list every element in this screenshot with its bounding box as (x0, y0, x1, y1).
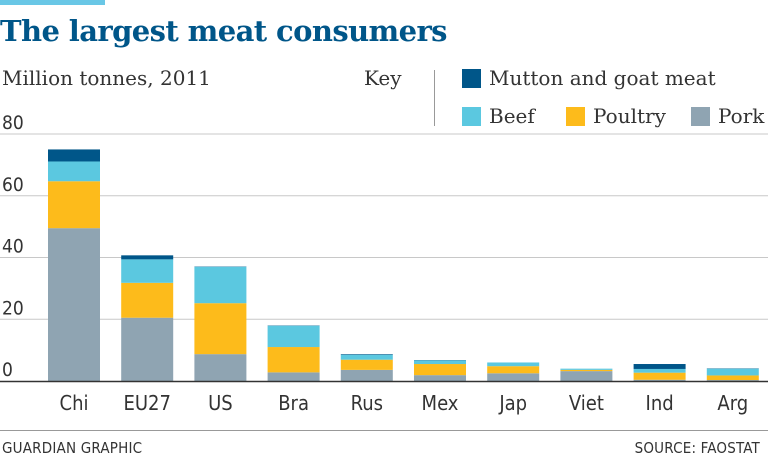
y-tick-label: 0 (2, 359, 13, 381)
bar-segment-mutton-and-goat-meat (340, 354, 393, 355)
bar-segment-beef (48, 161, 100, 182)
bar-segment-poultry (48, 181, 100, 229)
legend-item-mutton: Mutton and goat meat (462, 66, 716, 90)
x-tick-label: US (208, 391, 233, 415)
x-tick-label: Mex (422, 391, 459, 415)
bar-segment-poultry (633, 372, 686, 380)
bar-segment-beef (487, 362, 540, 367)
header-accent-bar (0, 0, 105, 5)
bar-segment-poultry (414, 364, 466, 376)
bar-segment-poultry (267, 347, 320, 373)
y-tick-label: 20 (2, 297, 24, 319)
bar-segment-beef (194, 266, 247, 304)
bar-segment-beef (706, 368, 759, 376)
bar-segment-beef (633, 368, 686, 373)
x-tick-label: Viet (569, 391, 604, 415)
bar-segment-beef (340, 354, 393, 360)
footer-source: SOURCE: FAOSTAT (634, 439, 760, 457)
footer-credit: GUARDIAN GRAPHIC (2, 439, 143, 457)
bar-segment-pork (194, 354, 247, 381)
legend-item-pork: Pork (691, 104, 764, 128)
legend-label-beef: Beef (489, 104, 535, 128)
legend-item-poultry: Poultry (566, 104, 666, 128)
legend-swatch-mutton (462, 68, 481, 88)
legend-item-beef: Beef (462, 104, 535, 128)
x-tick-label: Chi (60, 391, 89, 415)
legend-label-poultry: Poultry (593, 104, 666, 128)
x-tick-label: Bra (278, 391, 309, 415)
bar-segment-poultry (706, 375, 759, 381)
bar-segment-mutton-and-goat-meat (48, 149, 100, 162)
bar-segment-pork (340, 369, 393, 381)
bar-segment-beef (121, 259, 174, 283)
legend-label-mutton: Mutton and goat meat (489, 66, 716, 90)
x-tick-label: EU27 (123, 391, 170, 415)
bar-segment-pork (487, 373, 540, 381)
bar-segment-mutton-and-goat-meat (121, 255, 174, 260)
footer-rule (0, 430, 768, 431)
bar-segment-mutton-and-goat-meat (633, 364, 686, 369)
bar-segment-poultry (340, 359, 393, 370)
legend-swatch-pork (691, 106, 710, 126)
x-tick-label: Arg (717, 391, 748, 415)
y-tick-label: 60 (2, 174, 24, 196)
bar-segment-poultry (194, 303, 247, 355)
bar-segment-pork (633, 379, 686, 381)
legend-swatch-poultry (566, 106, 585, 126)
bar-segment-poultry (560, 369, 613, 372)
bar-segment-beef (560, 368, 613, 370)
y-tick-label: 40 (2, 236, 24, 258)
chart-title: The largest meat consumers (0, 14, 448, 48)
stacked-bar-chart: 0 20 40 60 80 Chi EU27 US Bra Rus Mex Jap Viet Ind Arg (0, 112, 768, 415)
x-tick-label: Ind (646, 391, 674, 415)
legend-key-label: Key (364, 66, 402, 90)
bar-segment-pork (48, 228, 100, 381)
bar-segment-poultry (121, 282, 174, 318)
y-tick-label: 80 (2, 112, 24, 134)
legend-swatch-beef (462, 106, 481, 126)
bar-segment-beef (267, 325, 320, 348)
bar-segment-beef (414, 360, 466, 365)
bar-segment-poultry (487, 366, 540, 374)
legend-divider (434, 70, 435, 126)
bar-segment-pork (414, 375, 466, 381)
x-tick-label: Jap (498, 391, 527, 415)
bar-segment-pork (267, 372, 320, 381)
chart-subtitle: Million tonnes, 2011 (2, 66, 211, 90)
bar-segment-pork (706, 380, 759, 381)
bar-segment-pork (121, 317, 174, 381)
legend-label-pork: Pork (718, 104, 765, 128)
x-tick-label: Rus (351, 391, 383, 415)
bar-segment-pork (560, 371, 613, 381)
